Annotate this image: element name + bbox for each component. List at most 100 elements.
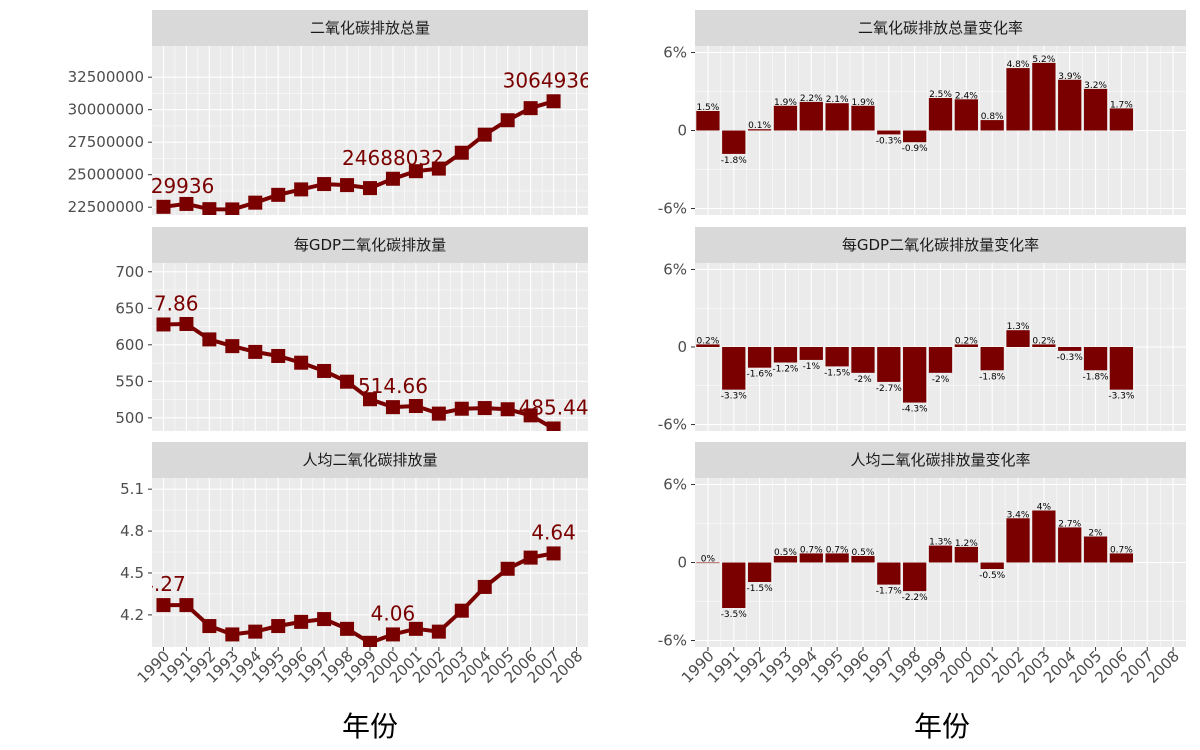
data-point — [454, 145, 469, 160]
panel-2: 每GDP二氧化碳排放量 500 550 600 650 700 627.86 514.66 48… — [115, 227, 589, 431]
data-point — [431, 406, 446, 421]
y-tick-label: 22500000 — [68, 198, 144, 216]
panel-strip — [152, 227, 588, 263]
bar — [851, 105, 875, 131]
bar-label: -2.7% — [876, 384, 903, 394]
bar-label: 1.9% — [852, 98, 875, 108]
bar-label: 1.9% — [774, 98, 797, 108]
bar — [980, 562, 1004, 569]
bar-label: 3.4% — [1007, 510, 1030, 520]
data-point — [294, 614, 309, 629]
bar-label: 0.5% — [852, 548, 875, 558]
bar — [903, 562, 927, 592]
bar — [980, 347, 1004, 371]
bar-label: -3.3% — [1108, 392, 1135, 402]
bar-label: 4.8% — [1007, 60, 1030, 70]
data-point — [248, 624, 263, 639]
y-tick-label: 4.2 — [120, 606, 144, 624]
data-point — [454, 603, 469, 618]
bar-label: -4.3% — [902, 405, 929, 415]
bar — [722, 562, 746, 608]
bar-label: -1.8% — [979, 372, 1006, 382]
bar-label: 0.2% — [696, 336, 719, 346]
data-point — [179, 598, 194, 613]
bar-label: 5.2% — [1032, 55, 1055, 65]
bar-label: 0.5% — [774, 548, 797, 558]
y-tick-label: 0 — [677, 338, 687, 356]
bar — [1058, 347, 1082, 351]
bar — [877, 130, 901, 135]
data-point — [156, 317, 171, 332]
y-tick-label: 4.8 — [120, 522, 144, 540]
x-axes: 1990199119921993199419951996199719981999… — [134, 647, 1183, 687]
bar — [747, 347, 772, 368]
data-point — [500, 113, 515, 128]
data-point — [340, 621, 355, 636]
data-label: 485.44 — [519, 395, 589, 419]
bar-label: 0.7% — [800, 545, 823, 555]
bar — [877, 562, 901, 585]
bar — [747, 129, 772, 131]
bar-label: 1.3% — [929, 538, 952, 548]
data-point — [225, 202, 240, 215]
bar-label: -0.5% — [979, 571, 1006, 581]
data-point — [202, 332, 217, 347]
bar-label: 2% — [1088, 529, 1103, 539]
bar-label: 0.2% — [955, 336, 978, 346]
data-point — [477, 579, 492, 594]
data-label: 627.86 — [128, 291, 198, 315]
panel-title: 人均二氧化碳排放量变化率 — [850, 451, 1030, 469]
bar-label: 3.2% — [1084, 81, 1107, 91]
bar-label: 0.2% — [1032, 336, 1055, 346]
bar — [1032, 62, 1056, 131]
data-point — [271, 187, 286, 202]
bar — [747, 562, 772, 582]
bar — [954, 99, 978, 131]
bar — [799, 347, 823, 360]
bar — [1058, 79, 1082, 131]
bar — [1109, 108, 1134, 131]
bar — [903, 130, 927, 143]
data-point — [271, 348, 286, 363]
data-point — [385, 627, 400, 642]
bar — [825, 347, 849, 367]
bar-label: 0.7% — [1110, 545, 1133, 555]
panel-4: 二氧化碳排放总量变化率-6%06%1.5%-1.8%0.1%1.9% 2.2% 2.… — [658, 10, 1186, 218]
data-point — [546, 94, 561, 109]
data-point — [156, 199, 171, 214]
panel-plot-area: 0.2%-3.3%-1.6%-1.2% -1%-1.5%-2%-2.7%-4.3%… — [696, 322, 1135, 415]
panels: 二氧化碳排放总量 22500000 25000000 27500000 30000000… — [68, 10, 1186, 650]
bar — [696, 111, 720, 131]
data-label: 22529936 — [113, 174, 215, 198]
panel-strip — [695, 10, 1186, 46]
x-axis-left: 1990199119921993199419951996199719981999… — [134, 647, 586, 687]
x-axis-right: 1990199119921993199419951996199719981999… — [678, 647, 1183, 687]
y-tick-label: 5.1 — [120, 480, 144, 498]
data-point — [202, 619, 217, 634]
bar-label: 2.5% — [929, 90, 952, 100]
bar-label: -1.5% — [747, 584, 774, 594]
y-tick-label: -6% — [658, 416, 687, 434]
bar — [1083, 347, 1108, 371]
data-label: 514.66 — [358, 374, 428, 398]
data-point — [546, 421, 561, 431]
y-tick-label: 27500000 — [68, 133, 144, 151]
bar-label: -1.5% — [824, 368, 851, 378]
bar — [1058, 527, 1082, 563]
bar-label: -3.5% — [721, 610, 748, 620]
bar-label: -1.8% — [1082, 372, 1109, 382]
bar — [851, 556, 875, 563]
bar-label: 2.1% — [826, 95, 849, 105]
panel-title: 每GDP二氧化碳排放量 — [294, 236, 446, 254]
data-point — [385, 171, 400, 186]
bar — [696, 562, 720, 564]
bar — [928, 347, 953, 373]
panel-plot-area: 0%-3.5%-1.5%0.5% 0.7% 0.7% 0.5%-1.7%-2.2%1.… — [696, 503, 1133, 620]
data-point — [248, 195, 263, 210]
bar-label: -3.3% — [721, 392, 748, 402]
y-tick-label: 25000000 — [68, 166, 144, 184]
bar-label: 3.9% — [1058, 72, 1081, 82]
data-point — [317, 612, 332, 627]
y-tick-label: 700 — [115, 263, 144, 281]
bar — [825, 553, 849, 563]
